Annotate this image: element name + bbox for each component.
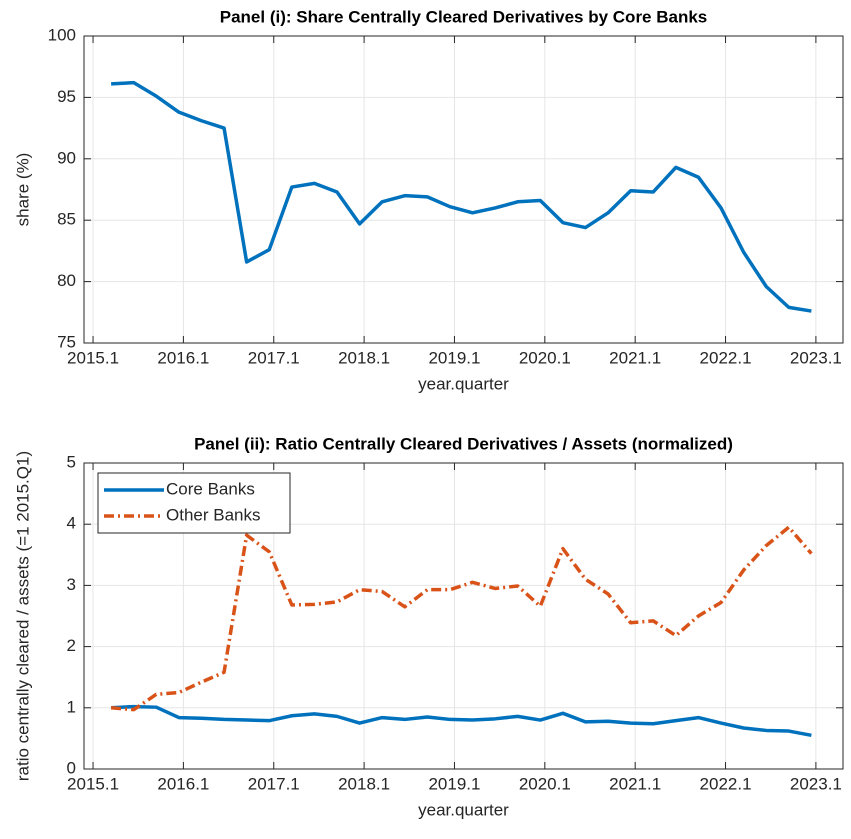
x-axis-label: year.quarter [418, 374, 509, 393]
data-line [111, 80, 812, 313]
y-tick-label: 1 [67, 697, 76, 716]
x-tick-label: 2016.1 [157, 348, 209, 367]
x-tick-label: 2020.1 [519, 348, 571, 367]
x-tick-label: 2019.1 [428, 348, 480, 367]
legend-label: Other Banks [166, 505, 261, 524]
y-tick-label: 0 [67, 758, 76, 777]
x-axis-label: year.quarter [418, 800, 509, 819]
x-tick-label: 2018.1 [338, 774, 390, 793]
x-tick-label: 2017.1 [248, 774, 300, 793]
x-tick-label: 2015.1 [67, 774, 119, 793]
y-tick-label: 5 [67, 452, 76, 471]
y-tick-label: 85 [57, 210, 76, 229]
x-tick-label: 2023.1 [790, 774, 842, 793]
x-tick-label: 2022.1 [700, 774, 752, 793]
plot-area [84, 36, 843, 343]
x-tick-label: 2021.1 [609, 348, 661, 367]
legend: Core Banks Other Banks [97, 472, 291, 534]
y-tick-label: 4 [67, 514, 76, 533]
chart-title: Panel (i): Share Centrally Cleared Deriv… [220, 7, 708, 26]
legend-label: Core Banks [166, 479, 255, 498]
x-tick-label: 2015.1 [67, 348, 119, 367]
x-tick-label: 2021.1 [609, 774, 661, 793]
x-tick-label: 2017.1 [248, 348, 300, 367]
x-tick-label: 2023.1 [790, 348, 842, 367]
chart-title: Panel (ii): Ratio Centrally Cleared Deri… [194, 434, 733, 453]
y-axis-label: ratio centrally cleared / assets (=1 201… [13, 451, 32, 781]
data-line [111, 704, 812, 738]
y-tick-label: 100 [48, 25, 76, 44]
y-axis-label: share (%) [13, 153, 32, 227]
y-tick-label: 3 [67, 575, 76, 594]
x-tick-label: 2022.1 [700, 348, 752, 367]
y-tick-label: 2 [67, 636, 76, 655]
axes-box [83, 35, 844, 344]
x-tick-label: 2018.1 [338, 348, 390, 367]
x-tick-label: 2016.1 [157, 774, 209, 793]
axes-box [83, 462, 844, 770]
data-line [110, 525, 813, 712]
legend-box [97, 472, 291, 534]
y-tick-label: 95 [57, 87, 76, 106]
x-tick-label: 2019.1 [428, 774, 480, 793]
y-tick-label: 75 [57, 332, 76, 351]
x-tick-label: 2020.1 [519, 774, 571, 793]
y-tick-label: 80 [57, 271, 76, 290]
y-tick-label: 90 [57, 148, 76, 167]
